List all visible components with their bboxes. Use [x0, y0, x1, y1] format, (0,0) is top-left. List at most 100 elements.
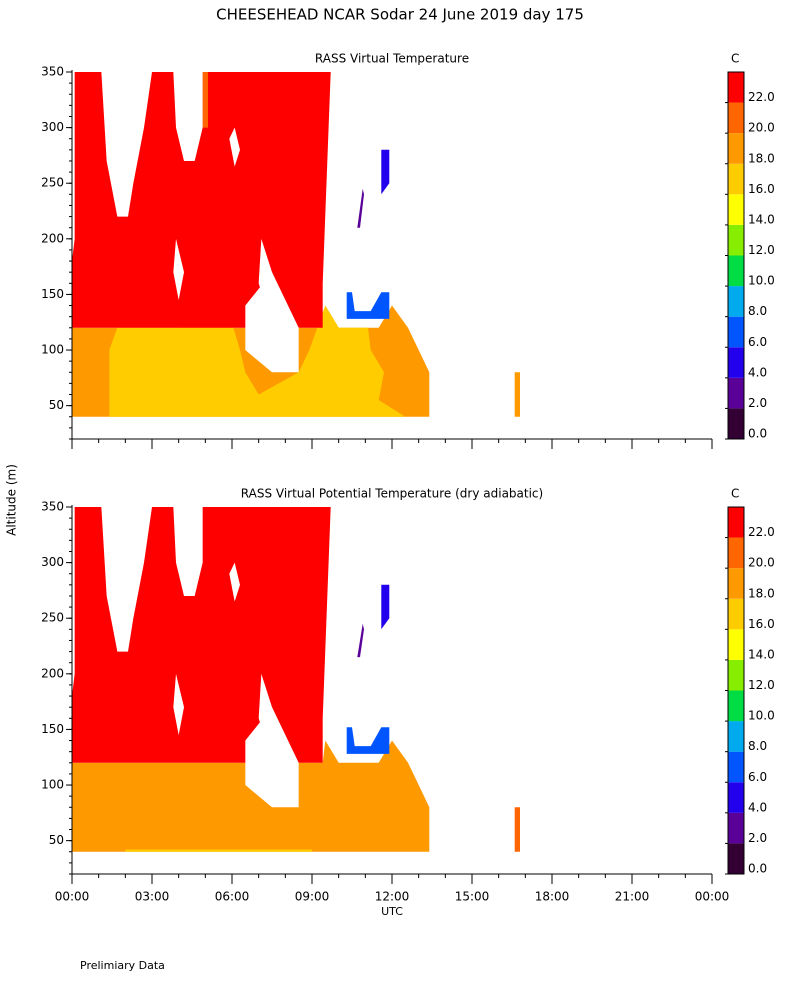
colorbar-segment: [728, 782, 744, 813]
colorbar-segment: [728, 163, 744, 195]
y-tick-label: 350: [41, 500, 64, 514]
colorbar-tick-label: 4.0: [748, 365, 767, 379]
no-data-gap: [245, 272, 299, 373]
contour-region: [109, 305, 406, 417]
colorbar-segment: [728, 286, 744, 317]
colorbar-tick-label: 22.0: [748, 90, 775, 104]
x-tick-label: 15:00: [455, 890, 490, 904]
colorbar-segment: [728, 224, 744, 256]
colorbar-segment: [728, 377, 744, 409]
x-tick-label: 03:00: [135, 890, 170, 904]
contour-region: [514, 807, 520, 852]
y-axis-label: Altitude (m): [5, 464, 19, 536]
contour-region: [357, 623, 364, 658]
y-tick-label: 50: [49, 398, 64, 412]
no-data-gap: [229, 127, 240, 167]
colorbar-tick-label: 14.0: [748, 212, 775, 226]
plot-area: [72, 507, 520, 852]
colorbar-segment: [728, 598, 744, 630]
colorbar-label: C: [731, 52, 739, 66]
y-tick-label: 150: [41, 722, 64, 736]
contour-region: [346, 292, 390, 319]
contour-region: [357, 188, 364, 228]
no-data-gap: [101, 72, 152, 217]
y-tick-label: 50: [49, 833, 64, 847]
colorbar-tick-label: 10.0: [748, 274, 775, 288]
no-data-gap: [101, 507, 152, 652]
x-tick-label: 00:00: [55, 890, 90, 904]
colorbar-segment: [728, 133, 744, 164]
colorbar-tick-label: 8.0: [748, 739, 767, 753]
no-data-gap: [245, 707, 299, 808]
x-tick-label: 09:00: [295, 890, 330, 904]
colorbar-segment: [728, 316, 744, 348]
colorbar-tick-label: 18.0: [748, 151, 775, 165]
colorbar-tick-label: 0.0: [748, 862, 767, 876]
colorbar-tick-label: 12.0: [748, 678, 775, 692]
colorbar-segment: [728, 751, 744, 783]
colorbar-tick-label: 16.0: [748, 617, 775, 631]
contour-region: [346, 727, 390, 754]
colorbar-segment: [728, 194, 744, 225]
panel-title: RASS Virtual Potential Temperature (dry …: [241, 487, 543, 501]
colorbar-tick-label: 8.0: [748, 304, 767, 318]
no-data-gap: [173, 238, 184, 300]
fields: [72, 72, 520, 417]
no-data-gap: [229, 562, 240, 602]
plot-area: [72, 72, 520, 417]
contour-region: [381, 584, 390, 630]
colorbar-tick-label: 2.0: [748, 396, 767, 410]
colorbar-segment: [728, 347, 744, 378]
colorbar-segment: [728, 255, 744, 287]
colorbar-tick-label: 6.0: [748, 770, 767, 784]
colorbar-tick-label: 18.0: [748, 586, 775, 600]
x-tick-label: 00:00: [695, 890, 730, 904]
footnote: Prelimiary Data: [80, 959, 165, 972]
colorbar-segment: [728, 721, 744, 752]
colorbar-tick-label: 10.0: [748, 709, 775, 723]
y-tick-label: 200: [41, 666, 64, 680]
contour-region: [381, 149, 390, 195]
contour-region: [125, 849, 312, 852]
colorbar-tick-label: 20.0: [748, 556, 775, 570]
no-data-gap: [173, 673, 184, 735]
no-data-gap: [173, 507, 203, 596]
colorbar-tick-label: 14.0: [748, 647, 775, 661]
colorbar-segment: [728, 812, 744, 844]
fields: [72, 507, 520, 852]
colorbar-segment: [728, 690, 744, 722]
colorbar-segment: [728, 72, 744, 103]
panel-title: RASS Virtual Temperature: [315, 52, 469, 66]
y-tick-label: 200: [41, 231, 64, 245]
colorbar-segment: [728, 537, 744, 569]
colorbar-segment: [728, 568, 744, 599]
colorbar-tick-label: 12.0: [748, 243, 775, 257]
contour-region: [202, 72, 208, 128]
colorbar-segment: [728, 843, 744, 874]
x-tick-label: 12:00: [375, 890, 410, 904]
y-tick-label: 250: [41, 611, 64, 625]
colorbar-tick-label: 4.0: [748, 800, 767, 814]
no-data-gap: [72, 72, 75, 262]
colorbar-tick-label: 20.0: [748, 121, 775, 135]
y-tick-label: 300: [41, 555, 64, 569]
colorbar-segment: [728, 102, 744, 134]
contour-region: [514, 372, 520, 417]
y-tick-label: 250: [41, 176, 64, 190]
contour-region: [72, 740, 430, 852]
x-tick-label: 21:00: [615, 890, 650, 904]
colorbar-segment: [728, 659, 744, 691]
colorbar-segment: [728, 629, 744, 660]
y-tick-label: 100: [41, 343, 64, 357]
y-tick-label: 350: [41, 65, 64, 79]
colorbar-tick-label: 16.0: [748, 182, 775, 196]
y-tick-label: 150: [41, 287, 64, 301]
no-data-gap: [173, 72, 203, 161]
colorbar-segment: [728, 408, 744, 439]
colorbar-label: C: [731, 487, 739, 501]
page-title: CHEESEHEAD NCAR Sodar 24 June 2019 day 1…: [216, 6, 584, 24]
x-tick-label: 18:00: [535, 890, 570, 904]
colorbar-tick-label: 22.0: [748, 525, 775, 539]
x-axis-label: UTC: [381, 905, 403, 918]
